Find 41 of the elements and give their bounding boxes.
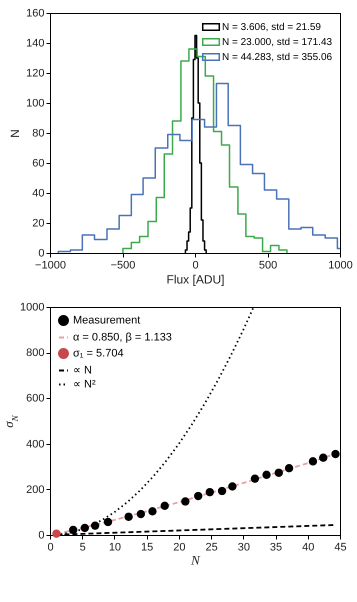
y-tick-label: 120: [26, 68, 44, 80]
legend-label: N = 44.283, std = 355.06: [222, 52, 333, 63]
x-tick-label: 5: [80, 542, 86, 554]
x-tick-label: 45: [334, 542, 347, 554]
x-tick-label: 25: [205, 542, 218, 554]
y-tick-label: 160: [26, 8, 44, 20]
y-tick-label: 400: [26, 438, 44, 450]
y-tick-label: 20: [32, 218, 44, 230]
y-tick-label: 60: [32, 158, 44, 170]
x-axis-title: N: [190, 552, 202, 568]
x-tick-label: 30: [238, 542, 250, 554]
y-tick-label: 800: [26, 347, 44, 360]
y-tick-label: 0: [38, 530, 44, 542]
x-tick-label: 0: [47, 542, 54, 554]
x-tick-label: 15: [141, 542, 154, 554]
x-tick-label: −1000: [35, 260, 66, 272]
y-tick-label: 600: [26, 392, 44, 405]
x-axis-title: Flux [ADU]: [166, 272, 225, 286]
y-tick-label: 40: [32, 188, 44, 200]
y-tick-label: 200: [26, 484, 44, 496]
y-tick-label: 1000: [20, 302, 44, 314]
x-tick-label: −500: [110, 260, 136, 272]
x-tick-label: 35: [270, 542, 282, 554]
x-tick-label: 20: [173, 542, 186, 554]
y-tick-label: 80: [32, 128, 44, 140]
legend-label: ∝ N: [73, 364, 92, 376]
y-tick-label: 0: [38, 248, 44, 260]
legend-label: ∝ N²: [73, 378, 96, 390]
x-tick-label: 40: [302, 542, 314, 554]
x-tick-label: 10: [108, 542, 122, 554]
legend-label: N = 23.000, std = 171.43: [222, 37, 333, 48]
legend-label: α = 0.850, β = 1.133: [73, 332, 172, 344]
y-tick-label: 140: [26, 38, 44, 50]
legend-label: σ₁ = 5.704: [73, 348, 124, 360]
y-axis-title: N: [8, 129, 22, 138]
x-tick-label: 0: [192, 260, 199, 272]
legend-label: Measurement: [73, 314, 140, 326]
x-tick-label: 500: [258, 260, 278, 272]
legend-label: N = 3.606, std = 21.59: [222, 22, 322, 33]
x-tick-label: 1000: [328, 260, 353, 272]
y-tick-label: 100: [26, 98, 44, 110]
